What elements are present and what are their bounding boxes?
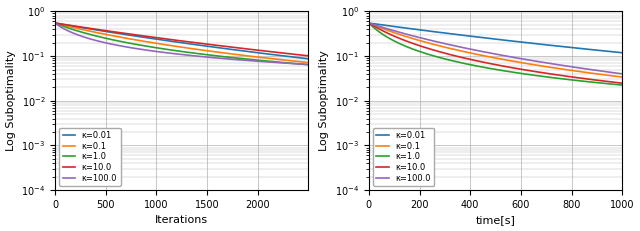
κ=100.0: [51, 22, 59, 24]
Line: κ=0.1: κ=0.1: [55, 23, 308, 63]
κ=0.1: [618, 76, 626, 79]
κ=0.1: [394, 33, 402, 35]
X-axis label: Iterations: Iterations: [155, 216, 208, 225]
κ=0.01: [462, 34, 470, 37]
Line: κ=1.0: κ=1.0: [369, 23, 622, 85]
κ=0.01: [95, 29, 103, 32]
κ=10.0: [272, 51, 280, 54]
κ=1.0: [51, 22, 59, 24]
κ=10.0: [365, 22, 372, 24]
Line: κ=100.0: κ=100.0: [55, 23, 308, 64]
κ=100.0: [272, 61, 280, 64]
κ=0.01: [394, 26, 402, 28]
Line: κ=0.1: κ=0.1: [369, 23, 622, 77]
κ=0.1: [300, 61, 307, 64]
κ=0.1: [51, 22, 59, 24]
κ=10.0: [51, 22, 59, 24]
κ=10.0: [148, 36, 156, 39]
Line: κ=1.0: κ=1.0: [55, 23, 308, 65]
κ=0.01: [365, 22, 372, 24]
κ=0.1: [159, 43, 167, 46]
κ=0.1: [272, 58, 280, 61]
κ=0.1: [365, 22, 372, 24]
κ=100.0: [586, 68, 594, 71]
κ=1.0: [159, 47, 167, 50]
κ=0.01: [586, 48, 594, 51]
κ=0.01: [300, 57, 307, 60]
κ=1.0: [409, 48, 417, 50]
κ=100.0: [618, 73, 626, 75]
κ=10.0: [159, 37, 167, 40]
κ=1.0: [613, 83, 621, 86]
κ=1.0: [473, 65, 481, 67]
κ=1.0: [305, 63, 312, 66]
κ=0.1: [473, 53, 481, 56]
Legend: κ=0.01, κ=0.1, κ=1.0, κ=10.0, κ=100.0: κ=0.01, κ=0.1, κ=1.0, κ=10.0, κ=100.0: [59, 128, 120, 186]
κ=0.1: [462, 51, 470, 53]
Line: κ=100.0: κ=100.0: [369, 23, 622, 74]
κ=100.0: [95, 40, 103, 43]
κ=10.0: [394, 36, 402, 39]
Line: κ=0.01: κ=0.01: [369, 23, 622, 53]
κ=0.01: [159, 39, 167, 42]
κ=100.0: [462, 47, 470, 50]
κ=1.0: [394, 41, 402, 44]
κ=100.0: [148, 49, 156, 52]
Y-axis label: Log Suboptimality: Log Suboptimality: [6, 50, 15, 151]
κ=1.0: [462, 62, 470, 65]
κ=0.1: [586, 72, 594, 74]
κ=0.01: [80, 27, 88, 29]
κ=1.0: [272, 61, 280, 63]
X-axis label: time[s]: time[s]: [476, 216, 515, 225]
Y-axis label: Log Suboptimality: Log Suboptimality: [319, 50, 330, 151]
κ=10.0: [305, 55, 312, 57]
κ=1.0: [586, 81, 594, 83]
κ=100.0: [473, 49, 481, 52]
κ=10.0: [409, 42, 417, 45]
κ=1.0: [80, 31, 88, 34]
κ=100.0: [613, 72, 621, 75]
κ=100.0: [80, 36, 88, 38]
κ=100.0: [159, 51, 167, 54]
κ=0.01: [473, 36, 481, 38]
κ=10.0: [80, 26, 88, 29]
κ=0.1: [95, 32, 103, 34]
κ=100.0: [305, 63, 312, 66]
κ=100.0: [394, 30, 402, 33]
Line: κ=10.0: κ=10.0: [369, 23, 622, 83]
κ=0.01: [148, 37, 156, 40]
κ=0.01: [305, 58, 312, 60]
κ=0.1: [148, 41, 156, 44]
κ=10.0: [95, 28, 103, 31]
κ=10.0: [613, 81, 621, 84]
κ=1.0: [365, 22, 372, 24]
κ=100.0: [365, 22, 372, 24]
κ=10.0: [586, 78, 594, 81]
κ=1.0: [300, 63, 307, 66]
Legend: κ=0.01, κ=0.1, κ=1.0, κ=10.0, κ=100.0: κ=0.01, κ=0.1, κ=1.0, κ=10.0, κ=100.0: [373, 128, 435, 186]
κ=10.0: [462, 57, 470, 60]
κ=100.0: [300, 63, 307, 66]
κ=0.1: [80, 28, 88, 31]
κ=0.1: [305, 61, 312, 64]
κ=0.01: [409, 27, 417, 30]
κ=1.0: [95, 35, 103, 38]
Line: κ=0.01: κ=0.01: [55, 23, 308, 59]
κ=0.1: [409, 37, 417, 40]
κ=10.0: [473, 59, 481, 62]
κ=100.0: [409, 34, 417, 37]
κ=0.01: [613, 51, 621, 54]
κ=1.0: [148, 46, 156, 49]
κ=1.0: [618, 84, 626, 86]
κ=0.01: [618, 51, 626, 54]
κ=10.0: [618, 82, 626, 85]
κ=10.0: [300, 54, 307, 57]
κ=0.01: [51, 22, 59, 24]
κ=0.01: [272, 54, 280, 56]
Line: κ=10.0: κ=10.0: [55, 23, 308, 56]
κ=0.1: [613, 75, 621, 78]
